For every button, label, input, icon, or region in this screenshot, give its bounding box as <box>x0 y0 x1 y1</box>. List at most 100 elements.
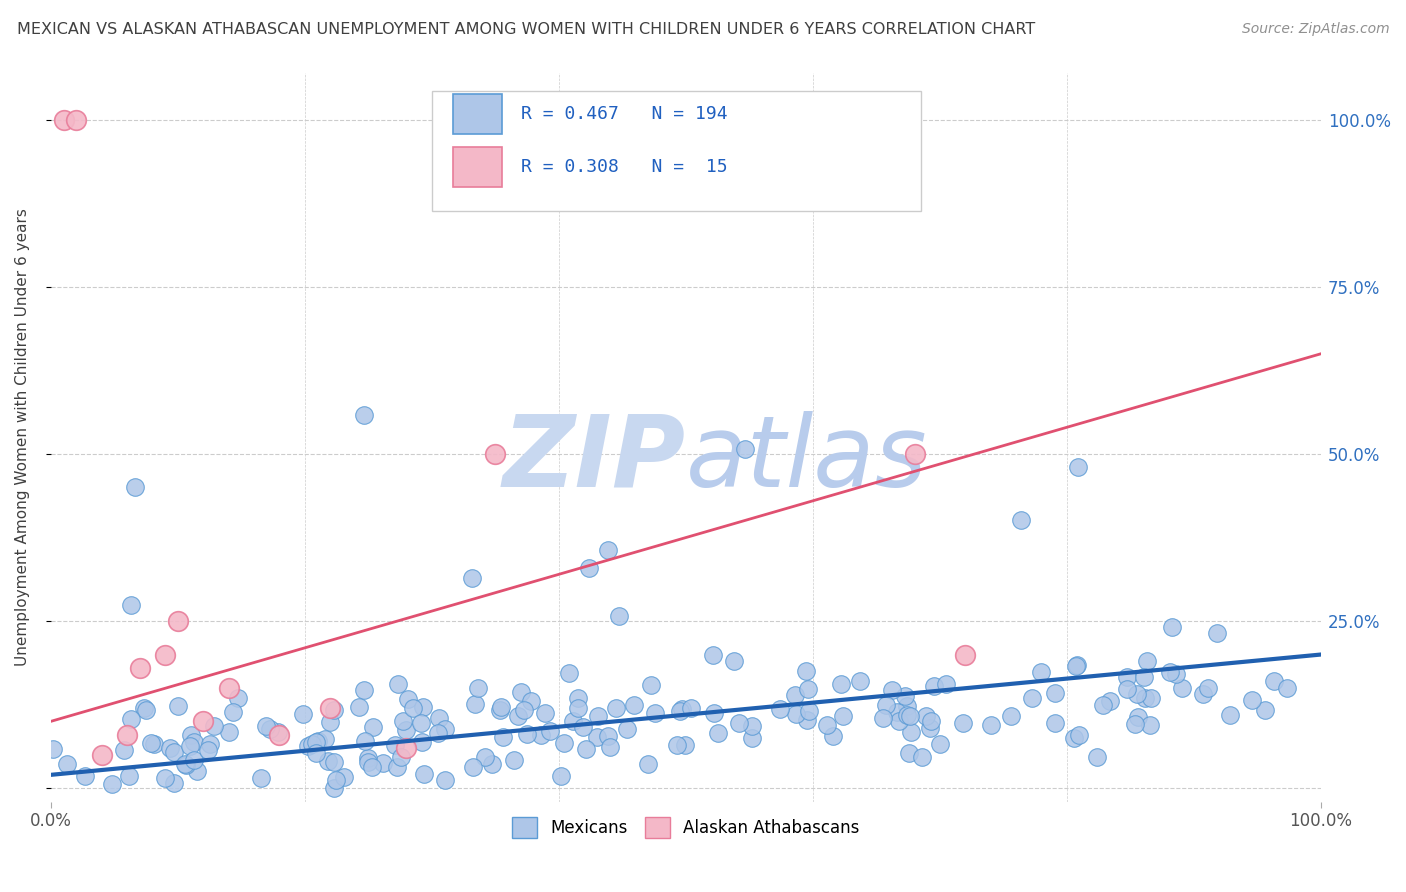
Point <box>830 677 852 691</box>
Point <box>1240 693 1263 707</box>
Point <box>935 676 957 690</box>
Point <box>128 661 150 675</box>
Point <box>361 720 384 734</box>
Point <box>538 723 561 738</box>
Point <box>666 738 689 752</box>
Point <box>550 769 572 783</box>
Point <box>669 704 692 718</box>
FancyBboxPatch shape <box>454 147 502 187</box>
Point <box>723 655 745 669</box>
Point <box>516 726 538 740</box>
Point <box>911 750 934 764</box>
Point <box>741 719 763 733</box>
Point <box>322 781 344 796</box>
Point <box>180 728 202 742</box>
Point <box>218 681 240 695</box>
Point <box>153 648 176 662</box>
Point <box>929 737 952 751</box>
Point <box>980 718 1002 732</box>
Point <box>384 738 406 752</box>
Point <box>534 706 557 721</box>
Point <box>159 740 181 755</box>
Text: ZIP: ZIP <box>503 410 686 508</box>
Point <box>1010 513 1032 527</box>
Point <box>741 731 763 746</box>
Point <box>1139 690 1161 705</box>
Point <box>887 714 910 728</box>
Point <box>815 718 838 732</box>
Point <box>166 614 188 628</box>
Point <box>183 753 205 767</box>
Point <box>530 729 553 743</box>
Point <box>616 722 638 736</box>
Point <box>1085 750 1108 764</box>
Point <box>1123 717 1146 731</box>
Point <box>922 679 945 693</box>
Point <box>903 447 925 461</box>
Point <box>503 753 526 767</box>
Point <box>387 677 409 691</box>
Point <box>607 608 630 623</box>
FancyBboxPatch shape <box>454 95 502 135</box>
Point <box>434 773 457 788</box>
Point <box>623 698 645 712</box>
Point <box>896 698 918 713</box>
Point <box>671 701 693 715</box>
Point <box>323 755 346 769</box>
Point <box>474 750 496 764</box>
Point <box>898 746 921 760</box>
Point <box>734 442 756 456</box>
Point <box>347 700 370 714</box>
Point <box>90 747 112 762</box>
Point <box>413 766 436 780</box>
Point <box>325 772 347 787</box>
Point <box>132 701 155 715</box>
Point <box>323 703 346 717</box>
Point <box>297 739 319 753</box>
Point <box>880 682 903 697</box>
Point <box>1139 717 1161 731</box>
Point <box>115 728 138 742</box>
Point <box>1197 681 1219 695</box>
Point <box>481 757 503 772</box>
Point <box>1125 687 1147 701</box>
Point <box>142 737 165 751</box>
Point <box>153 772 176 786</box>
Point <box>73 769 96 783</box>
Point <box>318 754 340 768</box>
Point <box>492 731 515 745</box>
Point <box>640 678 662 692</box>
Point <box>1116 682 1139 697</box>
Point <box>785 706 807 721</box>
Point <box>920 721 942 735</box>
Point <box>637 757 659 772</box>
Point <box>797 682 820 697</box>
Point <box>920 714 942 728</box>
Point <box>204 719 226 733</box>
Point <box>183 734 205 748</box>
Point <box>402 701 425 715</box>
Point <box>562 714 585 729</box>
Point <box>167 698 190 713</box>
Point <box>886 705 908 719</box>
Point <box>797 704 820 718</box>
Point <box>1045 716 1067 731</box>
Point <box>681 701 703 715</box>
Point <box>596 542 619 557</box>
Point <box>1000 709 1022 723</box>
Text: atlas: atlas <box>686 410 928 508</box>
Point <box>387 760 409 774</box>
Point <box>894 689 917 703</box>
Point <box>52 112 75 127</box>
Point <box>605 701 627 715</box>
Point <box>586 708 609 723</box>
Point <box>120 712 142 726</box>
Point <box>491 700 513 714</box>
Point <box>305 735 328 749</box>
Point <box>267 724 290 739</box>
Point <box>558 666 581 681</box>
Point <box>353 408 375 422</box>
Point <box>319 701 342 715</box>
Point <box>269 728 291 742</box>
Point <box>794 665 817 679</box>
